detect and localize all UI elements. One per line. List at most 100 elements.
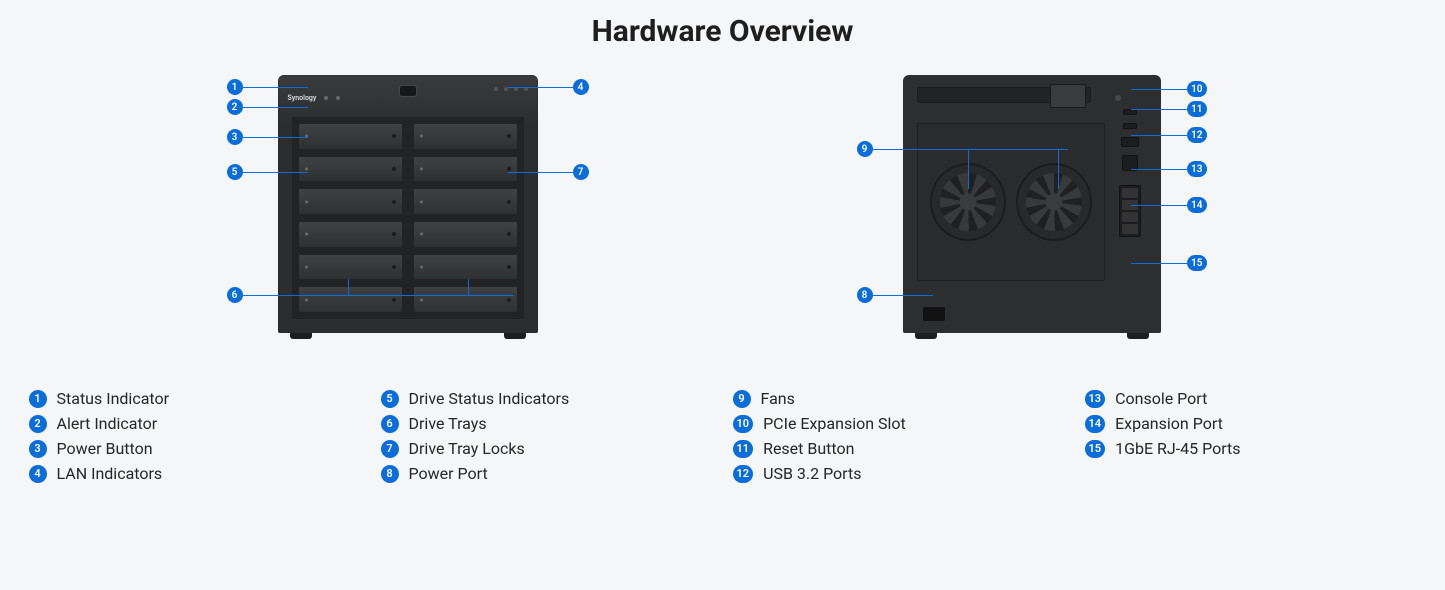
callout-number-badge: 4 [573,79,589,95]
callout-number-badge: 11 [1187,101,1206,117]
legend-item: 2 Alert Indicator [29,414,361,433]
drive-tray [413,286,518,313]
legend-label: LAN Indicators [57,464,163,483]
hairline [968,149,969,189]
callout-number-badge: 12 [1187,127,1206,143]
callout-number-badge: 13 [1187,161,1206,177]
legend-item: 12 USB 3.2 Ports [733,464,1065,483]
drive-tray [298,156,403,183]
legend-label: Fans [761,389,795,408]
legend-number-badge: 1 [29,390,47,408]
hairline [301,295,513,296]
callout-number-badge: 14 [1187,197,1206,213]
usb-port [1123,109,1137,115]
drive-tray [298,254,403,281]
legend-label: Power Button [57,439,153,458]
drive-tray [298,286,403,313]
legend-item: 6 Drive Trays [381,414,713,433]
legend-item: 9 Fans [733,389,1065,408]
legend-number-badge: 9 [733,390,751,408]
hairline [348,279,349,295]
legend-item: 10 PCIe Expansion Slot [733,414,1065,433]
legend-number-badge: 14 [1085,415,1106,433]
lan-indicator-leds [494,87,528,91]
legend-item: 13Console Port [1085,389,1417,408]
alert-indicator-led [336,96,340,100]
legend-item: 14 Expansion Port [1085,414,1417,433]
drive-bays [292,117,524,319]
front-view: Synology 1 2 3 5 6 4 7 [183,69,613,349]
chassis-feet [915,333,1149,339]
fan-icon [1016,163,1092,241]
legend-item: 7 Drive Tray Locks [381,439,713,458]
legend-number-badge: 7 [381,440,399,458]
callout-number-badge: 5 [227,164,243,180]
callout-number-badge: 3 [227,129,243,145]
legend-label: USB 3.2 Ports [763,464,861,483]
callout-number-badge: 15 [1187,255,1206,271]
hairline [928,149,1068,150]
brand-label: Synology [288,94,317,102]
drive-tray [413,254,518,281]
legend-item: 1 Status Indicator [29,389,361,408]
chassis-back [903,75,1161,333]
legend-item: 5 Drive Status Indicators [381,389,713,408]
drive-tray [413,221,518,248]
console-port [1121,137,1139,147]
legend-number-badge: 6 [381,415,399,433]
legend-label: Drive Trays [409,414,487,433]
usb-port [1123,123,1137,129]
drive-tray [413,188,518,215]
legend-item [1085,464,1417,483]
callout-number-badge: 2 [227,99,243,115]
legend-item: 4 LAN Indicators [29,464,361,483]
legend-label: Drive Tray Locks [409,439,525,458]
legend-item: 8 Power Port [381,464,713,483]
legend-label: 1GbE RJ-45 Ports [1115,439,1240,458]
status-indicator-led [324,96,328,100]
legend-label: Expansion Port [1115,414,1223,433]
hairline [468,279,469,295]
fan-area [917,123,1105,281]
legend-number-badge: 8 [381,465,399,483]
callout-number-badge: 6 [227,287,243,303]
callout-number-badge: 9 [857,141,873,157]
port-column [1109,95,1151,321]
legend-number-badge: 5 [381,390,399,408]
pcie-slot [917,87,1091,103]
legend-label: Power Port [409,464,488,483]
legend-label: Status Indicator [57,389,170,408]
reset-button [1115,95,1121,101]
legend-label: PCIe Expansion Slot [763,414,906,433]
callout-number-badge: 1 [227,79,243,95]
drive-tray [413,156,518,183]
drive-tray [298,123,403,150]
legend-number-badge: 11 [733,440,754,458]
drive-tray [298,221,403,248]
rj45-ports [1119,185,1141,237]
callout-number-badge: 8 [857,287,873,303]
hairline [1058,149,1059,189]
legend-number-badge: 10 [733,415,754,433]
legend-item: 3 Power Button [29,439,361,458]
legend-number-badge: 3 [29,440,47,458]
power-port [923,307,945,321]
legend-label: Console Port [1115,389,1207,408]
legend-label: Alert Indicator [57,414,158,433]
page-title: Hardware Overview [0,0,1445,69]
callout-number-badge: 7 [573,164,589,180]
power-button [399,85,417,97]
legend-number-badge: 2 [29,415,47,433]
front-top-strip: Synology [278,75,538,113]
callout-number-badge: 10 [1187,81,1206,97]
drive-tray [298,188,403,215]
legend-grid: 1 Status Indicator 5 Drive Status Indicator… [23,389,1423,483]
legend-item: 11Reset Button [733,439,1065,458]
legend-item: 151GbE RJ-45 Ports [1085,439,1417,458]
expansion-port [1122,155,1138,171]
legend-number-badge: 4 [29,465,47,483]
hardware-views: Synology 1235647 [0,69,1445,359]
legend-label: Drive Status Indicators [409,389,570,408]
chassis-feet [290,333,526,339]
legend-number-badge: 12 [733,465,754,483]
